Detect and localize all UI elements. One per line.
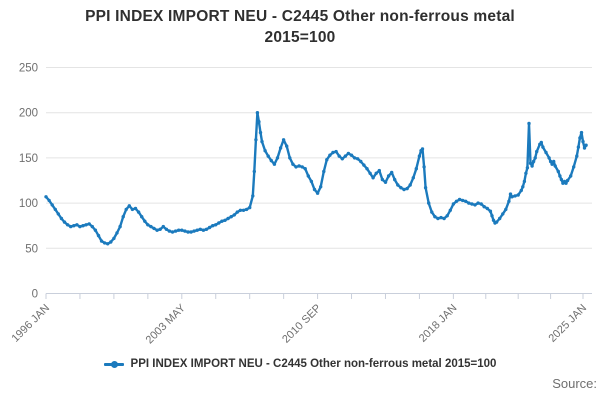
y-tick-label: 150	[19, 153, 38, 165]
chart-title-line2: 2015=100	[264, 29, 336, 46]
y-tick-label: 250	[19, 63, 38, 75]
y-tick-label: 0	[32, 289, 38, 301]
x-tick-label: 2010 SEP	[280, 302, 324, 346]
x-axis-ticks	[45, 293, 584, 299]
x-tick-label: 2025 JAN	[546, 302, 589, 345]
legend-series-marker-icon	[103, 360, 124, 369]
legend-item[interactable]: PPI INDEX IMPORT NEU - C2445 Other non-f…	[0, 358, 600, 370]
x-axis-labels: 1996 JAN 2003 MAY 2010 SEP 2018 JAN 2025 JAN	[9, 302, 589, 347]
x-tick-label: 2018 JAN	[417, 302, 460, 345]
y-tick-label: 200	[19, 108, 38, 120]
y-axis-labels: 0 50 100 150 200 250	[19, 63, 38, 301]
x-tick-label: 2003 MAY	[144, 302, 189, 347]
y-gridlines	[46, 67, 592, 249]
chart-title: PPI INDEX IMPORT NEU - C2445 Other non-f…	[0, 6, 600, 48]
y-tick-label: 50	[25, 243, 38, 255]
source-note: Source:	[552, 376, 597, 391]
chart-title-line1: PPI INDEX IMPORT NEU - C2445 Other non-f…	[85, 8, 515, 25]
series-line[interactable]	[44, 111, 588, 246]
legend-label: PPI INDEX IMPORT NEU - C2445 Other non-f…	[130, 358, 497, 370]
x-tick-label: 1996 JAN	[9, 302, 52, 345]
y-tick-label: 100	[19, 198, 38, 210]
